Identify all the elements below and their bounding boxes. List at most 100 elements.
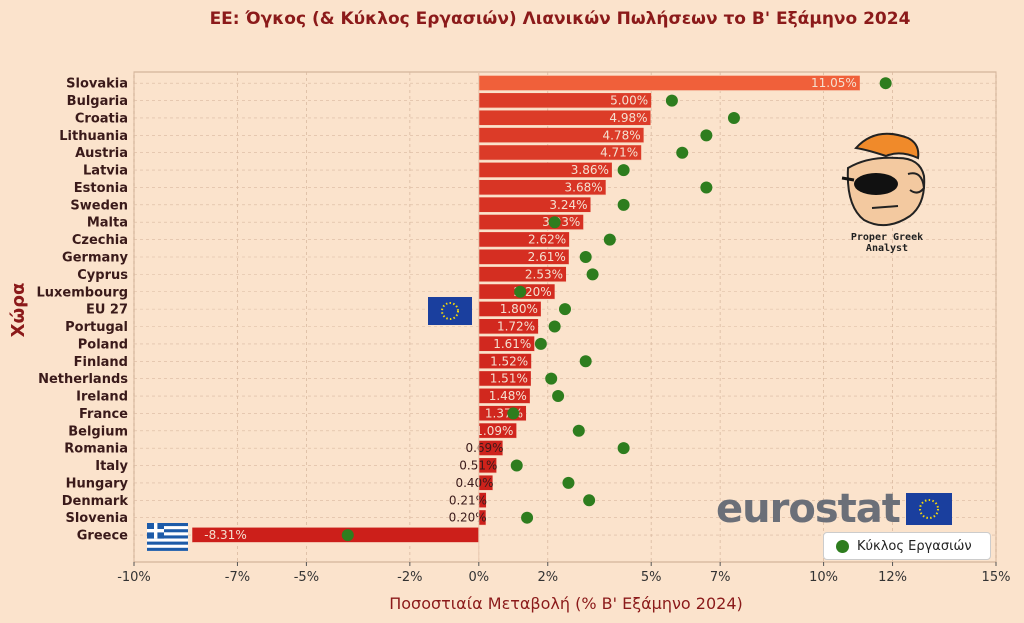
greece-flag-icon [147,523,188,551]
category-label: EU 27 [86,303,128,318]
turnover-dot [603,233,616,246]
turnover-dot [676,146,689,159]
eurostat-wordmark: eurostat [716,486,901,532]
turnover-dot [583,494,596,507]
turnover-dot [548,216,561,229]
category-label: France [79,407,128,422]
category-label: Romania [64,442,128,457]
bar-value-label: 0.21% [449,493,487,507]
bar-value-label: 4.78% [602,128,640,142]
bars: 11.05% 5.00% 4.98% 4.78% 4.71% 3.86% 3.68% 3.24… [192,72,860,562]
category-label: Belgium [68,424,128,439]
turnover-dot [545,372,558,385]
x-tick-labels: -10% -7% -5% -2% 0% 2% 5% 7% 10% 12% 15% [117,562,1010,585]
bar-value-label: 0.40% [455,476,493,490]
bar-italy [478,458,497,474]
eu-flag-icon [428,297,472,325]
turnover-dot [579,355,592,368]
turnover-dot [617,442,630,455]
chart-title: ΕΕ: Όγκος (& Κύκλος Εργασιών) Λιανικών Π… [210,9,911,29]
category-label: Latvia [83,164,128,179]
x-tick-label: 12% [878,570,907,585]
x-tick-label: 10% [809,570,838,585]
turnover-dot [510,459,523,472]
legend-dot-icon [836,539,849,553]
turnover-dot [507,407,520,420]
x-tick-label: -10% [117,570,151,585]
category-label: Sweden [70,198,128,213]
bar-value-label: 1.48% [489,389,527,403]
category-label: Slovakia [66,77,128,92]
category-labels: Slovakia Bulgaria Croatia Lithuania Austria L… [37,77,129,544]
bar-value-label: 5.00% [610,94,648,108]
bar-bulgaria [478,93,652,109]
eu-flag-icon [905,493,952,525]
legend: Κύκλος Εργασιών [823,532,991,560]
bar-value-label: 0.20% [449,511,487,525]
category-label: Denmark [62,494,129,509]
bar-value-label: 1.51% [490,372,528,386]
bar-belgium [478,423,517,439]
category-label: Finland [74,355,128,370]
turnover-dot [700,129,713,142]
x-tick-label: 2% [537,570,558,585]
x-axis-label: Ποσοστιαία Μεταβολή (% Β' Εξάμηνο 2024) [389,594,743,613]
bar-slovakia [478,75,860,91]
bar-value-label: 3.24% [549,198,587,212]
category-label: Portugal [65,320,128,335]
category-label: Cyprus [77,268,128,283]
bar-value-label: 0.69% [465,441,503,455]
category-label: Czechia [72,233,128,248]
bar-portugal [478,319,539,335]
category-label: Austria [75,146,128,161]
bar-value-label: 1.09% [475,424,513,438]
bar-value-label: 1.72% [497,320,535,334]
turnover-dot [579,250,592,263]
bar-value-label: 2.61% [528,250,566,264]
turnover-dot [586,268,599,281]
turnover-dot [534,337,547,350]
category-label: Italy [95,459,128,474]
bar-value-label: 4.98% [609,111,647,125]
bar-value-label: -8.31% [204,528,246,542]
eurostat-logo: eurostat [716,486,952,532]
category-label: Ireland [76,390,128,405]
turnover-dot [879,77,892,90]
bar-sweden [478,197,591,213]
analyst-cartoon-icon [841,132,926,227]
turnover-dot [617,164,630,177]
x-tick-label: 15% [982,570,1011,585]
category-label: Croatia [75,111,128,126]
bar-finland [478,353,532,369]
turnover-dot [341,529,354,542]
bar-netherlands [478,371,531,387]
bar-value-label: 2.53% [525,267,563,281]
bar-value-label: 4.71% [600,146,638,160]
x-tick-label: -2% [397,570,422,585]
bar-cyprus [478,266,567,282]
legend-label: Κύκλος Εργασιών [857,538,972,554]
analyst-logo: Proper Greek Analyst [828,128,946,254]
bar-austria [478,145,642,161]
turnover-dot [727,111,740,124]
bar-lithuania [478,127,644,143]
bar-value-label: 1.80% [500,302,538,316]
bar-czechia [478,232,570,248]
bar-greece [192,527,479,543]
turnover-dot [700,181,713,194]
bar-eu-27 [478,301,541,317]
turnover-dot [514,285,527,298]
bar-value-label: 11.05% [811,76,857,90]
bar-value-label: 1.61% [493,337,531,351]
category-label: Greece [77,529,128,544]
category-label: Luxembourg [37,285,129,300]
x-tick-label: -7% [225,570,250,585]
bar-value-label: 3.68% [565,180,603,194]
category-label: Germany [62,250,128,265]
bar-denmark [478,492,487,508]
bar-poland [478,336,535,352]
bar-value-label: 1.52% [490,354,528,368]
turnover-dot [559,303,571,316]
bar-estonia [478,179,606,195]
y-axis-label: Χώρα [8,283,29,338]
